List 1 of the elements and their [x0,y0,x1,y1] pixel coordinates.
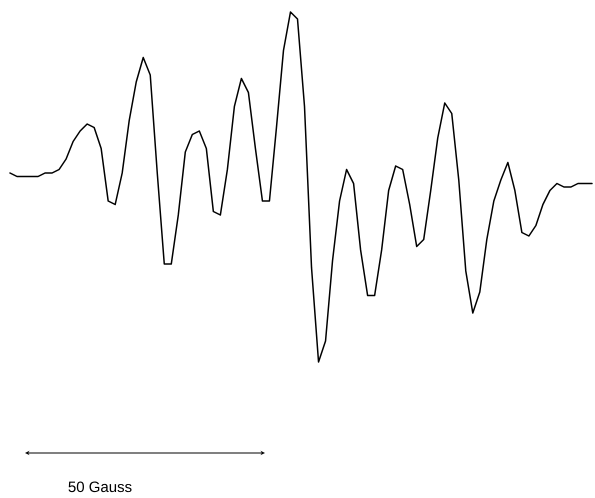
text: 50 Gauss [68,482,132,492]
